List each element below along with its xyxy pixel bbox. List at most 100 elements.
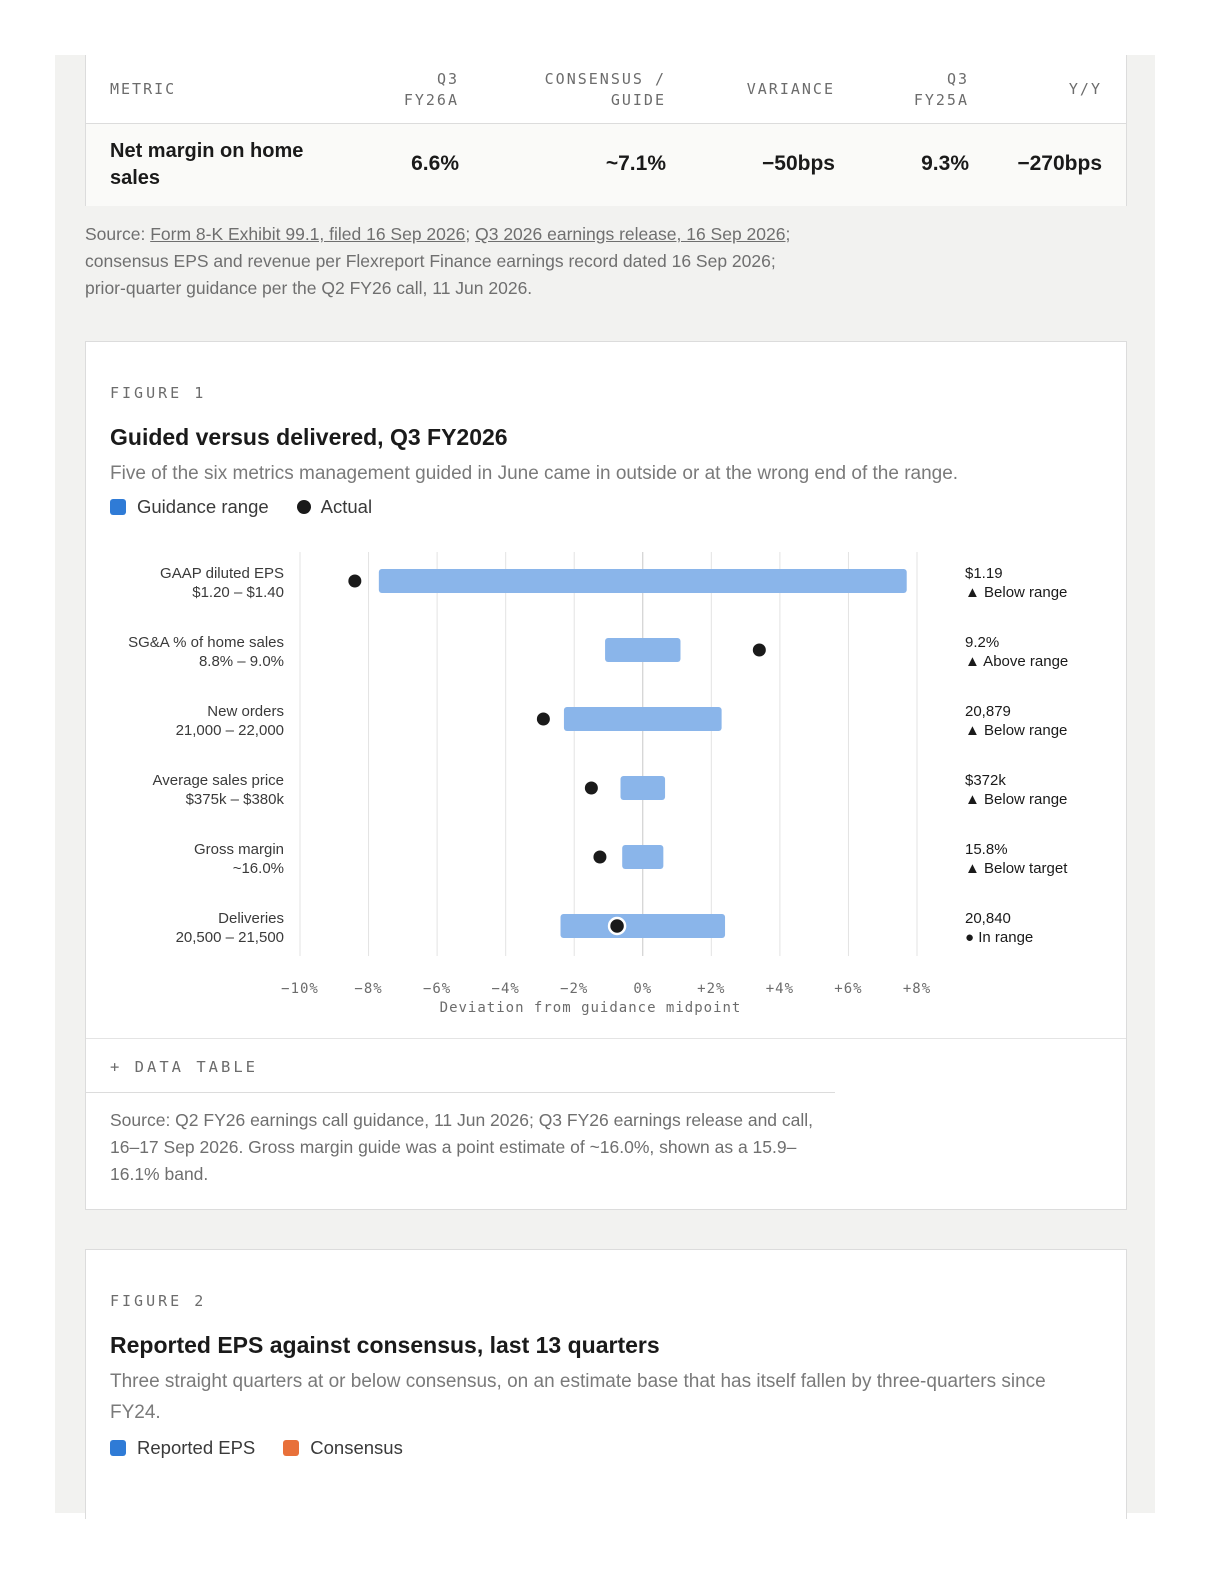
data-table-rule (86, 1092, 835, 1093)
legend-item-guidance: Guidance range (110, 496, 269, 518)
col-header-prior-line1: Q3 (946, 70, 969, 88)
guidance-range-bar (622, 845, 664, 869)
legend-item-actual: Actual (296, 496, 372, 518)
figure-1-title: Guided versus delivered, Q3 FY2026 (110, 424, 508, 450)
x-tick-label: −6% (423, 981, 451, 997)
cell-prior: 9.3% (921, 152, 969, 175)
source-line3: prior-quarter guidance per the Q2 FY26 c… (85, 278, 533, 298)
status-label: ▲ Below target (965, 860, 1068, 877)
legend-label-reported: Reported EPS (137, 1437, 256, 1458)
table-header-rule (86, 123, 1126, 124)
status-label: ▲ Below range (965, 791, 1067, 808)
figure-1-subtitle: Five of the six metrics management guide… (110, 463, 959, 484)
row-range-label: 20,500 – 21,500 (176, 929, 284, 946)
guidance-range-bar (620, 776, 666, 800)
actual-value-label: 20,879 (965, 703, 1011, 720)
cell-metric-line1: Net margin on home (110, 140, 304, 162)
x-tick-label: +4% (766, 981, 794, 997)
row-label: Gross margin (194, 841, 284, 858)
col-header-actual: Q3 FY26A (339, 69, 459, 111)
actual-dot (593, 850, 607, 864)
row-label: Average sales price (153, 772, 284, 789)
actual-value-label: 15.8% (965, 841, 1008, 858)
x-tick-label: +8% (903, 981, 931, 997)
row-label: New orders (207, 703, 284, 720)
figure-2-label: FIGURE 2 (110, 1292, 207, 1310)
cell-metric: Net margin on home sales (110, 138, 303, 192)
source-link-earnings-release[interactable]: Q3 2026 earnings release, 16 Sep 2026 (475, 224, 786, 244)
figure-1-source: Source: Q2 FY26 earnings call guidance, … (110, 1110, 814, 1184)
col-header-metric: METRIC (110, 80, 177, 98)
col-header-actual-line2: FY26A (403, 91, 459, 109)
row-range-label: 21,000 – 22,000 (176, 722, 284, 739)
source-prefix: Source: (85, 224, 151, 244)
figure-1-label: FIGURE 1 (110, 384, 207, 402)
legend-swatch-reported (110, 1440, 126, 1456)
legend-dot-actual (296, 500, 311, 514)
actual-dot (584, 781, 598, 795)
guidance-range-bar (563, 707, 722, 731)
source-line2: consensus EPS and revenue per Flexreport… (85, 251, 776, 271)
col-header-prior-line2: FY25A (913, 91, 969, 109)
actual-dot (607, 916, 627, 936)
col-header-consensus: CONSENSUS / GUIDE (486, 69, 666, 111)
figure-2-legend: Reported EPS Consensus (110, 1437, 431, 1459)
row-range-label: ~16.0% (233, 860, 284, 877)
col-header-prior: Q3 FY25A (849, 69, 969, 111)
legend-swatch-consensus (283, 1440, 300, 1456)
row-label: Deliveries (218, 910, 284, 927)
row-label: GAAP diluted EPS (160, 565, 284, 582)
row-range-label: $1.20 – $1.40 (192, 584, 284, 601)
guidance-chart: −10% −8% −6% −4% −2% 0% +2% +4% +6% +8% Deviation … (128, 552, 1068, 1016)
status-label: ● In range (965, 929, 1033, 946)
x-tick-label: 0% (633, 981, 652, 997)
col-header-actual-line1: Q3 (436, 70, 459, 88)
x-tick-label: −8% (354, 981, 382, 997)
legend-item-reported: Reported EPS (110, 1437, 255, 1459)
cell-consensus: ~7.1% (605, 152, 666, 175)
figure-2-card: FIGURE 2 Reported EPS against consensus,… (85, 1249, 1127, 1519)
x-axis-label: Deviation from guidance midpoint (440, 1000, 742, 1016)
table-source-note: Source: Form 8-K Exhibit 99.1, filed 16 … (85, 221, 845, 302)
col-header-consensus-line1: CONSENSUS / (544, 70, 666, 88)
legend-item-consensus: Consensus (283, 1437, 403, 1459)
data-table-divider (86, 1038, 1126, 1039)
row-label: SG&A % of home sales (128, 634, 284, 651)
actual-value-label: $1.19 (965, 565, 1003, 582)
legend-label-consensus: Consensus (310, 1437, 403, 1458)
x-tick-label: −4% (492, 981, 520, 997)
status-label: ▲ Below range (965, 722, 1067, 739)
figure-1-card: FIGURE 1 Guided versus delivered, Q3 FY2… (85, 341, 1127, 1210)
source-suffix: ; (785, 224, 791, 244)
legend-swatch-guidance (110, 499, 126, 515)
data-table-toggle[interactable]: + DATA TABLE (110, 1058, 258, 1076)
actual-dot (348, 574, 362, 588)
actual-value-label: 9.2% (965, 634, 999, 651)
guidance-range-bar (560, 914, 726, 938)
actual-dot (536, 712, 550, 726)
figure-1-legend: Guidance range Actual (110, 496, 400, 518)
status-label: ▲ Above range (965, 653, 1068, 670)
figure-2-subtitle: Three straight quarters at or below cons… (110, 1371, 1046, 1423)
col-header-consensus-line2: GUIDE (610, 91, 666, 109)
status-label: ▲ Below range (965, 584, 1067, 601)
cell-variance: −50bps (762, 152, 835, 175)
source-separator: ; (465, 224, 476, 244)
row-range-label: $375k – $380k (186, 791, 285, 808)
report-page: METRIC Q3 FY26A CONSENSUS / GUIDE VARIAN… (55, 55, 1155, 1519)
col-header-variance: VARIANCE (746, 80, 835, 98)
x-tick-label: +2% (697, 981, 725, 997)
cell-yoy: −270bps (1017, 152, 1102, 175)
cell-metric-line2: sales (110, 167, 161, 189)
figure-2-title: Reported EPS against consensus, last 13 … (110, 1332, 660, 1358)
actual-value-label: $372k (965, 772, 1006, 789)
actual-dot (752, 643, 766, 657)
x-tick-label: −2% (560, 981, 588, 997)
actual-value-label: 20,840 (965, 910, 1011, 927)
guidance-range-bar (605, 638, 681, 662)
legend-label-guidance: Guidance range (137, 496, 269, 517)
cell-actual: 6.6% (411, 152, 459, 175)
source-link-8k[interactable]: Form 8-K Exhibit 99.1, filed 16 Sep 2026 (150, 224, 466, 244)
col-header-yoy: Y/Y (1068, 80, 1102, 98)
guidance-range-bar (378, 569, 907, 593)
